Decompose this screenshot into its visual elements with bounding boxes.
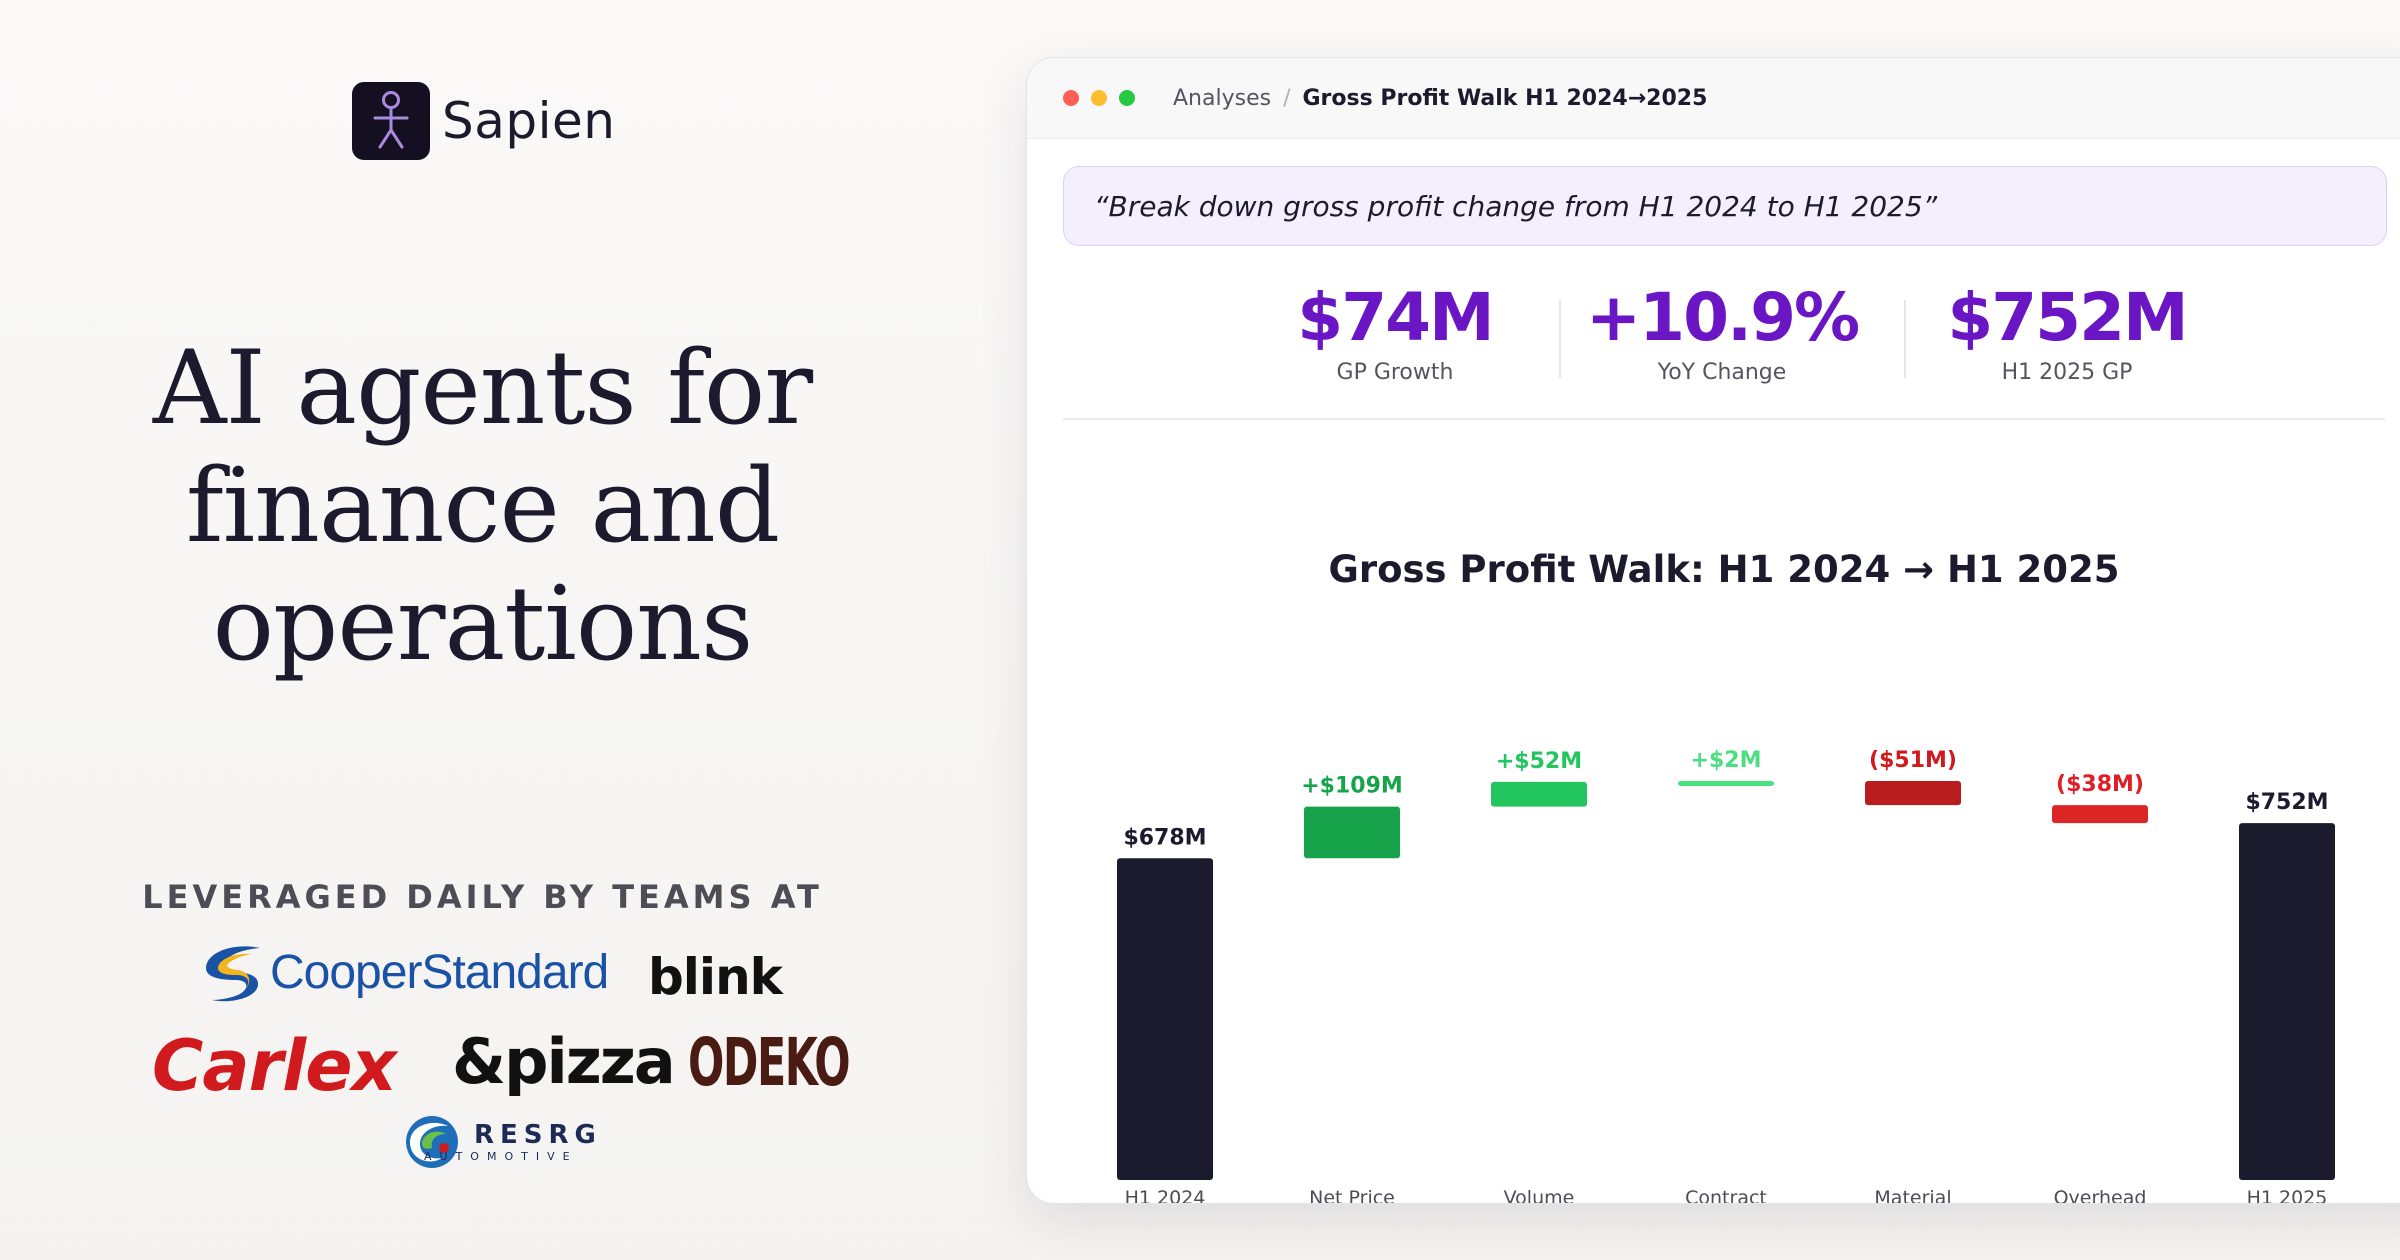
cooperstandard-wordmark: CooperStandard xyxy=(270,945,609,999)
tick-label-material-cost: Material xyxy=(1874,1187,1951,1204)
kpi-divider xyxy=(1904,300,1906,378)
bar-net-price-delta[interactable] xyxy=(1304,806,1400,859)
kpi-value: $74M xyxy=(1297,279,1494,356)
tick-label-h1-2025-gp: H1 2025 xyxy=(2247,1187,2328,1204)
bar-h1-2024-gp[interactable] xyxy=(1117,858,1213,1180)
tick-label-h1-2024-gp: H1 2024 xyxy=(1125,1187,1206,1204)
hero-line-1: AI agents for xyxy=(152,329,813,448)
data-label-volume-effect: +$52M xyxy=(1496,749,1582,774)
data-label-h1-2024-gp: $678M xyxy=(1123,825,1206,850)
blink-logo: blink xyxy=(648,948,783,1006)
data-label-material-cost: ($51M) xyxy=(1869,748,1957,773)
tick-label-net-price-delta: Net Price xyxy=(1309,1187,1395,1204)
bar-h1-2025-gp[interactable] xyxy=(2239,823,2335,1180)
user-prompt: “Break down gross profit change from H1 … xyxy=(1063,166,2387,246)
kpi-label: YoY Change xyxy=(1657,360,1787,385)
kpi-gp-growth: $74M GP Growth xyxy=(1245,278,1545,385)
kpi-label: GP Growth xyxy=(1336,360,1454,385)
resrg-swirl-icon xyxy=(406,1116,458,1168)
tick-label-contract-pricing: Contract xyxy=(1685,1187,1767,1204)
customers-heading: LEVERAGED DAILY BY TEAMS AT xyxy=(142,878,823,916)
breadcrumb-analyses-link[interactable]: Analyses xyxy=(1173,85,1272,111)
kpi-label: H1 2025 GP xyxy=(2001,360,2133,385)
cooperstandard-logo: CooperStandard xyxy=(200,940,609,1004)
bar-overhead-cost[interactable] xyxy=(2052,805,2148,824)
breadcrumb-separator: / xyxy=(1283,85,1291,111)
user-prompt-text: “Break down gross profit change from H1 … xyxy=(1094,189,1938,223)
andpizza-logo: &pizza xyxy=(452,1025,676,1098)
analysis-window: Analyses / Gross Profit Walk H1 2024→202… xyxy=(1026,57,2400,1204)
data-label-overhead-cost: ($38M) xyxy=(2056,772,2144,797)
carlex-wordmark: Carlex xyxy=(152,1025,397,1107)
kpi-divider xyxy=(1559,300,1561,378)
hero-line-3: operations xyxy=(212,565,754,684)
data-label-contract-pricing: +$2M xyxy=(1691,748,1762,773)
chart-title: Gross Profit Walk: H1 2024 → H1 2025 xyxy=(1328,548,2120,591)
kpi-value: $752M xyxy=(1947,279,2188,356)
window-titlebar: Analyses / Gross Profit Walk H1 2024→202… xyxy=(1027,58,2400,139)
kpi-value: +10.9% xyxy=(1585,279,1860,356)
breadcrumb: Analyses / Gross Profit Walk H1 2024→202… xyxy=(1173,86,1707,111)
carlex-logo: Carlex xyxy=(152,1025,397,1107)
data-label-net-price-delta: +$109M xyxy=(1301,774,1403,799)
resrg-logo: RESRG AUTOMOTIVE xyxy=(402,1112,602,1172)
resrg-wordmark: RESRG xyxy=(474,1120,602,1150)
bar-contract-pricing[interactable] xyxy=(1678,780,1774,786)
odeko-wordmark: ODEKO xyxy=(688,1024,851,1101)
brand-name: Sapien xyxy=(442,92,616,150)
bar-material-cost[interactable] xyxy=(1865,780,1961,806)
kpi-row: $74M GP Growth +10.9% YoY Change $752M H… xyxy=(1063,278,2385,420)
hero-headline: AI agents for finance and operations xyxy=(0,330,965,684)
window-close-button[interactable] xyxy=(1063,90,1079,106)
breadcrumb-current: Gross Profit Walk H1 2024→2025 xyxy=(1302,85,1708,111)
tick-label-volume-effect: Volume xyxy=(1504,1187,1575,1204)
andpizza-wordmark: &pizza xyxy=(452,1025,676,1098)
person-figure-icon xyxy=(352,82,430,160)
kpi-h1-2025-gp: $752M H1 2025 GP xyxy=(1917,278,2217,385)
data-label-h1-2025-gp: $752M xyxy=(2245,790,2328,815)
resrg-subtitle: AUTOMOTIVE xyxy=(424,1150,578,1163)
tick-label-overhead-cost: Overhead xyxy=(2054,1187,2147,1204)
kpi-yoy-change: +10.9% YoY Change xyxy=(1572,278,1872,385)
bar-volume-effect[interactable] xyxy=(1491,781,1587,807)
cooperstandard-swoosh-icon xyxy=(206,946,260,1002)
hero-line-2: finance and xyxy=(185,447,780,566)
odeko-logo: ODEKO xyxy=(688,1024,912,1101)
window-maximize-button[interactable] xyxy=(1119,90,1135,106)
window-minimize-button[interactable] xyxy=(1091,90,1107,106)
blink-wordmark: blink xyxy=(648,948,783,1006)
brand[interactable]: Sapien xyxy=(352,82,615,160)
